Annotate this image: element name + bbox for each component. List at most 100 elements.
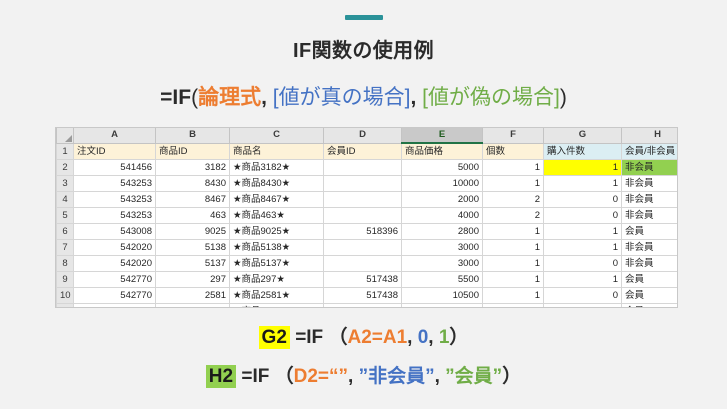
cell-F9[interactable]: 1 bbox=[482, 271, 544, 288]
column-header-c[interactable]: C bbox=[229, 128, 324, 144]
cell-A5[interactable]: 543253 bbox=[73, 207, 156, 224]
cell-C3[interactable]: ★商品8430★ bbox=[229, 175, 324, 192]
cell-H5[interactable]: 非会員 bbox=[621, 207, 677, 224]
cell-G1[interactable]: 購入件数 bbox=[543, 142, 622, 160]
cell-C1[interactable]: 商品名 bbox=[229, 142, 324, 160]
cell-F6[interactable]: 1 bbox=[482, 223, 544, 240]
cell-D11[interactable]: 502982 bbox=[323, 303, 402, 307]
cell-H11[interactable]: 会員 bbox=[621, 303, 677, 307]
cell-B2[interactable]: 3182 bbox=[155, 159, 230, 176]
cell-C11[interactable]: ★商品8915★ bbox=[229, 303, 324, 307]
row-number-8[interactable]: 8 bbox=[56, 255, 74, 272]
cell-C2[interactable]: ★商品3182★ bbox=[229, 159, 324, 176]
cell-H1[interactable]: 会員/非会員 bbox=[621, 142, 677, 160]
cell-B1[interactable]: 商品ID bbox=[155, 142, 230, 160]
cell-B4[interactable]: 8467 bbox=[155, 191, 230, 208]
cell-C7[interactable]: ★商品5138★ bbox=[229, 239, 324, 256]
cell-A9[interactable]: 542770 bbox=[73, 271, 156, 288]
cell-H8[interactable]: 非会員 bbox=[621, 255, 677, 272]
cell-A3[interactable]: 543253 bbox=[73, 175, 156, 192]
cell-H7[interactable]: 非会員 bbox=[621, 239, 677, 256]
row-number-1[interactable]: 1 bbox=[56, 142, 74, 160]
cell-A11[interactable]: 542602 bbox=[73, 303, 156, 307]
cell-G9[interactable]: 1 bbox=[543, 271, 622, 288]
cell-B10[interactable]: 2581 bbox=[155, 287, 230, 304]
column-header-f[interactable]: F bbox=[482, 128, 544, 144]
column-header-h[interactable]: H bbox=[621, 128, 677, 144]
row-number-5[interactable]: 5 bbox=[56, 207, 74, 224]
cell-D4[interactable] bbox=[323, 191, 402, 208]
cell-C10[interactable]: ★商品2581★ bbox=[229, 287, 324, 304]
cell-B3[interactable]: 8430 bbox=[155, 175, 230, 192]
row-number-7[interactable]: 7 bbox=[56, 239, 74, 256]
cell-D9[interactable]: 517438 bbox=[323, 271, 402, 288]
cell-H9[interactable]: 会員 bbox=[621, 271, 677, 288]
cell-G11[interactable]: 1 bbox=[543, 303, 622, 307]
cell-H3[interactable]: 非会員 bbox=[621, 175, 677, 192]
cell-F11[interactable]: 1 bbox=[482, 303, 544, 307]
cell-B9[interactable]: 297 bbox=[155, 271, 230, 288]
cell-D1[interactable]: 会員ID bbox=[323, 142, 402, 160]
cell-C4[interactable]: ★商品8467★ bbox=[229, 191, 324, 208]
column-header-a[interactable]: A bbox=[73, 128, 156, 144]
cell-A2[interactable]: 541456 bbox=[73, 159, 156, 176]
cell-D6[interactable]: 518396 bbox=[323, 223, 402, 240]
cell-G6[interactable]: 1 bbox=[543, 223, 622, 240]
cell-H10[interactable]: 会員 bbox=[621, 287, 677, 304]
row-number-6[interactable]: 6 bbox=[56, 223, 74, 240]
cell-F1[interactable]: 個数 bbox=[482, 142, 544, 160]
cell-H2[interactable]: 非会員 bbox=[621, 159, 677, 176]
cell-D5[interactable] bbox=[323, 207, 402, 224]
cell-A6[interactable]: 543008 bbox=[73, 223, 156, 240]
select-all-corner-icon[interactable] bbox=[56, 128, 74, 144]
cell-B6[interactable]: 9025 bbox=[155, 223, 230, 240]
column-header-d[interactable]: D bbox=[323, 128, 402, 144]
spreadsheet-grid[interactable]: ABCDEFGHI1注文ID商品ID商品名会員ID商品価格個数購入件数会員/非会… bbox=[56, 128, 677, 307]
cell-G5[interactable]: 0 bbox=[543, 207, 622, 224]
cell-C9[interactable]: ★商品297★ bbox=[229, 271, 324, 288]
cell-H6[interactable]: 会員 bbox=[621, 223, 677, 240]
cell-E7[interactable]: 3000 bbox=[401, 239, 483, 256]
cell-E3[interactable]: 10000 bbox=[401, 175, 483, 192]
cell-F10[interactable]: 1 bbox=[482, 287, 544, 304]
cell-B7[interactable]: 5138 bbox=[155, 239, 230, 256]
cell-A7[interactable]: 542020 bbox=[73, 239, 156, 256]
cell-F8[interactable]: 1 bbox=[482, 255, 544, 272]
cell-D2[interactable] bbox=[323, 159, 402, 176]
cell-G2[interactable]: 1 bbox=[543, 159, 622, 176]
cell-E6[interactable]: 2800 bbox=[401, 223, 483, 240]
column-header-e[interactable]: E bbox=[401, 128, 483, 144]
row-number-9[interactable]: 9 bbox=[56, 271, 74, 288]
cell-F5[interactable]: 2 bbox=[482, 207, 544, 224]
spreadsheet-screenshot[interactable]: ABCDEFGHI1注文ID商品ID商品名会員ID商品価格個数購入件数会員/非会… bbox=[55, 127, 678, 308]
cell-G8[interactable]: 0 bbox=[543, 255, 622, 272]
cell-E10[interactable]: 10500 bbox=[401, 287, 483, 304]
cell-A10[interactable]: 542770 bbox=[73, 287, 156, 304]
cell-D3[interactable] bbox=[323, 175, 402, 192]
column-header-b[interactable]: B bbox=[155, 128, 230, 144]
row-number-2[interactable]: 2 bbox=[56, 159, 74, 176]
cell-B11[interactable]: 8915 bbox=[155, 303, 230, 307]
cell-E9[interactable]: 5500 bbox=[401, 271, 483, 288]
cell-A4[interactable]: 543253 bbox=[73, 191, 156, 208]
cell-D10[interactable]: 517438 bbox=[323, 287, 402, 304]
cell-C5[interactable]: ★商品463★ bbox=[229, 207, 324, 224]
column-header-g[interactable]: G bbox=[543, 128, 622, 144]
cell-G4[interactable]: 0 bbox=[543, 191, 622, 208]
cell-D8[interactable] bbox=[323, 255, 402, 272]
cell-E4[interactable]: 2000 bbox=[401, 191, 483, 208]
cell-A1[interactable]: 注文ID bbox=[73, 142, 156, 160]
cell-G7[interactable]: 1 bbox=[543, 239, 622, 256]
cell-F7[interactable]: 1 bbox=[482, 239, 544, 256]
cell-C8[interactable]: ★商品5137★ bbox=[229, 255, 324, 272]
cell-D7[interactable] bbox=[323, 239, 402, 256]
row-number-3[interactable]: 3 bbox=[56, 175, 74, 192]
row-number-10[interactable]: 10 bbox=[56, 287, 74, 304]
cell-H4[interactable]: 非会員 bbox=[621, 191, 677, 208]
cell-E8[interactable]: 3000 bbox=[401, 255, 483, 272]
row-number-4[interactable]: 4 bbox=[56, 191, 74, 208]
cell-B5[interactable]: 463 bbox=[155, 207, 230, 224]
cell-F4[interactable]: 2 bbox=[482, 191, 544, 208]
cell-C6[interactable]: ★商品9025★ bbox=[229, 223, 324, 240]
row-number-11[interactable]: 11 bbox=[56, 303, 74, 307]
